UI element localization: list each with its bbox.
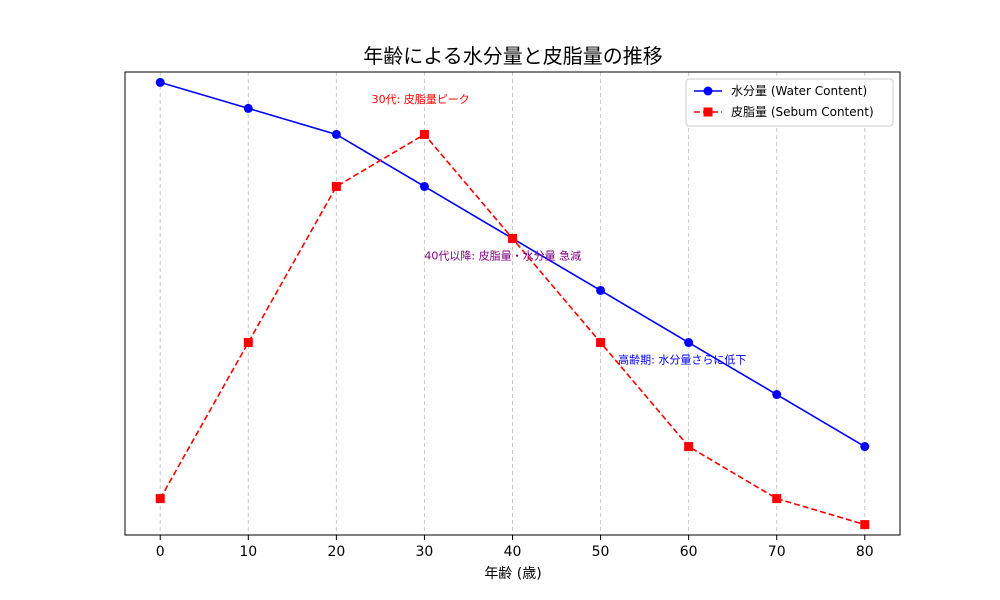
point: [860, 520, 870, 530]
x-tick-label: 0: [156, 544, 165, 560]
point: [331, 129, 341, 139]
point: [684, 338, 694, 348]
point: [860, 442, 870, 452]
x-axis-label: 年齢 (歳): [484, 566, 541, 582]
legend-box: [685, 78, 894, 127]
point: [155, 494, 165, 504]
annotation-1: 40代以降: 皮脂量・水分量 急減: [424, 248, 581, 262]
x-tick-label: 40: [504, 544, 522, 560]
x-tick-label: 20: [327, 544, 345, 560]
x-tick-label: 10: [239, 544, 257, 560]
point: [331, 181, 341, 191]
x-tick-label: 30: [416, 544, 434, 560]
point: [243, 338, 253, 348]
point: [684, 442, 694, 452]
point: [508, 233, 517, 243]
x-tick-label: 50: [592, 544, 610, 560]
point: [419, 181, 429, 191]
point: [596, 338, 606, 348]
point: [596, 285, 606, 295]
x-axis-ticks: 0 10 20 30 40 50 60 70 80: [156, 535, 874, 560]
point: [155, 77, 165, 87]
legend-marker: [703, 86, 713, 96]
x-tick-label: 70: [768, 544, 786, 560]
series-layer: [155, 77, 870, 530]
legend: 水分量 (Water Content) 皮脂量 (Sebum Content): [685, 78, 894, 127]
grid: [159, 72, 866, 535]
point: [419, 129, 429, 139]
point: [772, 494, 782, 504]
legend-marker: [703, 107, 713, 117]
legend-label: 皮脂量 (Sebum Content): [731, 104, 874, 119]
annotation-2: 高齢期: 水分量さらに低下: [618, 352, 746, 366]
chart-title: 年齢による水分量と皮脂量の推移: [363, 44, 662, 68]
x-tick-label: 60: [680, 544, 698, 560]
x-tick-label: 80: [856, 544, 874, 560]
legend-label: 水分量 (Water Content): [731, 84, 867, 98]
point: [772, 390, 782, 400]
point: [243, 103, 253, 113]
annotation-0: 30代: 皮脂量ピーク: [372, 92, 470, 106]
